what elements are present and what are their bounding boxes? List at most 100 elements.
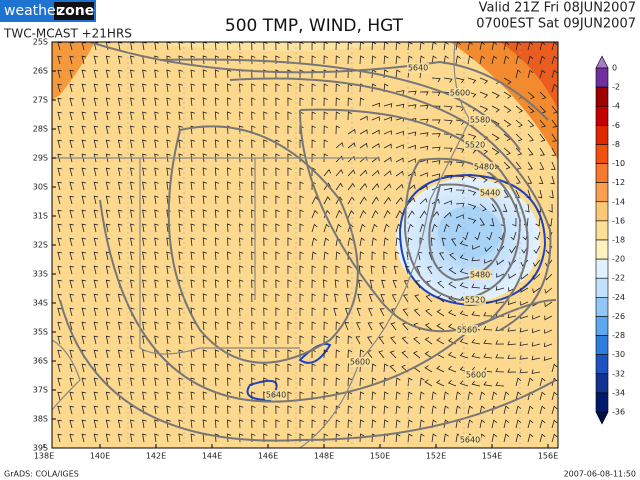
- wind-barb: [263, 125, 268, 135]
- wind-barb: [275, 125, 280, 135]
- wind-barb: [383, 419, 389, 429]
- wind-barb: [275, 181, 280, 191]
- wind-barb: [129, 167, 135, 177]
- wind-barb: [81, 223, 87, 233]
- wind-barb: [105, 419, 111, 429]
- wind-barb: [129, 349, 135, 359]
- wind-barb: [311, 83, 316, 93]
- wind-barb: [479, 105, 489, 113]
- wind-barb: [275, 111, 280, 121]
- wind-barb: [214, 377, 220, 387]
- wind-barb: [166, 167, 171, 177]
- wind-barb: [57, 419, 62, 429]
- wind-barb: [117, 433, 123, 443]
- contour-label: 5640: [266, 391, 286, 400]
- wind-barb: [394, 251, 400, 261]
- wind-barb: [69, 419, 74, 429]
- wind-barb: [459, 254, 469, 261]
- colorbar-label: -30: [612, 350, 625, 359]
- wind-barb: [436, 323, 445, 331]
- wind-barb: [395, 183, 404, 191]
- lon-label: 148E: [314, 452, 334, 461]
- wind-barb: [551, 391, 558, 401]
- wind-barb: [287, 237, 292, 247]
- wind-barb: [275, 153, 280, 163]
- wind-barb: [491, 105, 500, 113]
- wind-barb: [347, 335, 353, 345]
- wind-barb: [551, 55, 558, 65]
- wind-barb: [251, 167, 256, 177]
- wind-barb: [129, 433, 135, 443]
- wind-barb: [287, 433, 292, 443]
- colorbar-label: -6: [612, 121, 620, 130]
- contour-label-bg: [407, 63, 429, 73]
- wind-barb: [239, 279, 244, 289]
- wind-barb: [467, 77, 477, 84]
- wind-barb: [299, 251, 304, 260]
- wind-barb: [105, 405, 111, 415]
- wind-barb: [154, 391, 159, 401]
- lat-label: 31S: [33, 212, 48, 221]
- wind-barb: [389, 364, 397, 373]
- wind-barb: [403, 294, 409, 303]
- wind-barb: [263, 195, 268, 205]
- wind-barb: [263, 293, 268, 303]
- wind-barb: [287, 377, 292, 387]
- wind-barb: [81, 69, 87, 79]
- wind-barb: [538, 175, 544, 184]
- wind-barb: [57, 55, 62, 65]
- wind-barb: [239, 405, 244, 415]
- wind-barb: [105, 279, 111, 289]
- wind-barb: [419, 419, 425, 429]
- wind-barb: [93, 55, 99, 65]
- wind-barb: [142, 125, 147, 135]
- wind-barb: [430, 237, 436, 247]
- wind-barb: [407, 131, 417, 137]
- lon-label: 154E: [482, 452, 502, 461]
- wind-barb: [299, 405, 304, 414]
- wind-barb: [69, 153, 74, 163]
- wind-barb: [379, 308, 385, 317]
- wind-barb: [551, 83, 558, 93]
- wind-barb: [323, 265, 328, 275]
- wind-barb: [447, 323, 457, 331]
- wind-barb: [507, 354, 517, 359]
- wind-barb: [190, 139, 196, 149]
- wind-barb: [311, 125, 316, 135]
- lat-label: 36S: [33, 357, 48, 366]
- wind-barb: [383, 183, 392, 191]
- wind-barb: [117, 419, 123, 429]
- wind-barb: [427, 266, 433, 275]
- wind-barb: [287, 293, 292, 303]
- wind-barb: [178, 223, 183, 233]
- wind-barb: [226, 223, 232, 233]
- wind-barb: [335, 42, 341, 51]
- wind-barb: [323, 335, 328, 345]
- wind-barb: [383, 130, 392, 135]
- wind-barb: [539, 391, 546, 401]
- wind-barb: [202, 405, 208, 415]
- wind-barb: [214, 42, 220, 51]
- colorbar-cell: [595, 201, 609, 222]
- wind-barb: [178, 335, 183, 345]
- wind-barb: [81, 97, 87, 107]
- wind-barb: [532, 259, 541, 268]
- wind-barb: [431, 91, 441, 97]
- wind-barb: [263, 279, 268, 289]
- wind-barb: [358, 265, 364, 275]
- wind-barb: [105, 377, 111, 387]
- wind-barb: [81, 321, 87, 331]
- wind-barb: [333, 293, 339, 303]
- wind-barb: [226, 153, 232, 163]
- wind-barb: [371, 169, 380, 177]
- wind-barb: [383, 55, 389, 65]
- wind-barb: [251, 321, 256, 331]
- wind-barb: [431, 198, 440, 205]
- wind-barb: [287, 335, 292, 345]
- wind-barb: [226, 97, 232, 107]
- colorbar-cell: [595, 316, 609, 336]
- wind-barb: [531, 328, 541, 334]
- wind-barb: [275, 265, 280, 275]
- colorbar-top: [595, 55, 609, 69]
- wind-barb: [142, 209, 147, 219]
